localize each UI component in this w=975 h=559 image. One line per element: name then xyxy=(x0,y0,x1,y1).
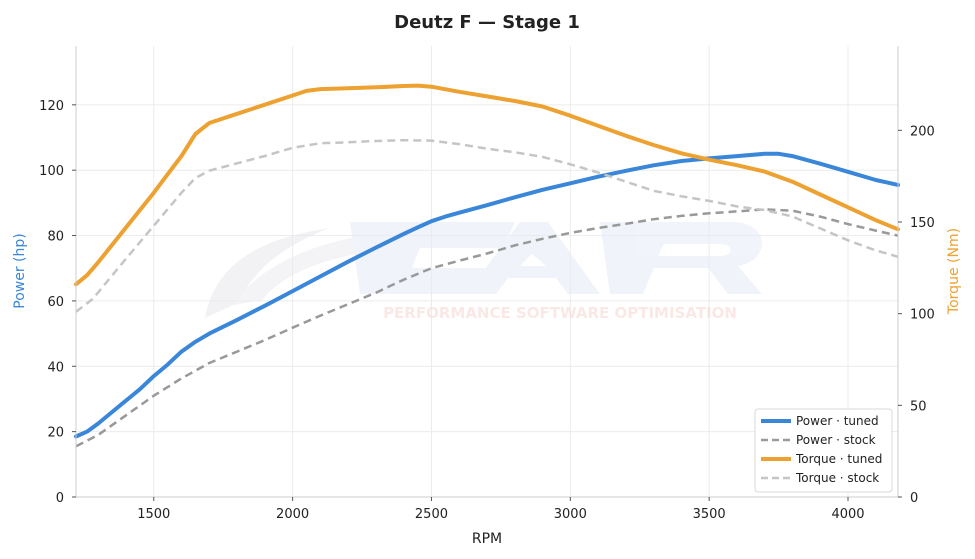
legend-box xyxy=(754,408,893,493)
legend-label: Power · stock xyxy=(796,433,876,447)
series-line-power-tuned xyxy=(74,151,900,439)
y-axis-title-right: Torque (Nm) xyxy=(946,228,962,315)
y-tick-label-left: 60 xyxy=(47,295,64,310)
y-tick-label-right: 0 xyxy=(910,491,918,506)
y-tick-label-left: 80 xyxy=(47,230,64,245)
chart-title: Deutz F — Stage 1 xyxy=(394,12,580,33)
y-tick-label-right: 100 xyxy=(910,308,935,323)
y-tick-label-left: 0 xyxy=(56,491,64,506)
legend: Power · tuned Power · stock Torque · tuned… xyxy=(754,408,893,493)
y-tick-label-left: 20 xyxy=(47,426,64,441)
y-tick-label-right: 200 xyxy=(910,124,935,139)
y-axis-title-left: Power (hp) xyxy=(12,233,28,308)
series-line-torque-stock xyxy=(75,138,899,313)
x-tick-label: 4000 xyxy=(831,507,864,522)
axes-frame xyxy=(75,46,899,498)
x-tick-label: 3500 xyxy=(693,507,726,522)
x-tick-label: 1500 xyxy=(137,507,170,522)
y-tick-label-right: 150 xyxy=(910,216,935,231)
series-line-torque-tuned xyxy=(74,83,900,287)
watermark-logo: PERFORMANCE SOFTWARE OPTIMISATION xyxy=(205,222,763,322)
x-tick-label: 2000 xyxy=(276,507,309,522)
watermark-text: PERFORMANCE SOFTWARE OPTIMISATION xyxy=(383,304,737,322)
x-axis-title: RPM xyxy=(472,531,502,547)
series-layer xyxy=(74,83,900,448)
tick-labels: 1500 2000 2500 3000 3500 4000 0 20 40 60 80 100 120 0… xyxy=(39,99,935,522)
y-tick-label-left: 120 xyxy=(39,99,64,114)
y-tick-label-right: 50 xyxy=(910,399,927,414)
x-tick-label: 3000 xyxy=(554,507,587,522)
legend-label: Torque · tuned xyxy=(795,452,882,466)
legend-label: Power · tuned xyxy=(796,414,879,428)
legend-items: Power · tuned Power · stock Torque · tuned… xyxy=(761,414,882,485)
y-tick-label-left: 40 xyxy=(47,360,64,375)
y-tick-label-left: 100 xyxy=(39,164,64,179)
x-tick-label: 2500 xyxy=(415,507,448,522)
legend-label: Torque · stock xyxy=(795,471,879,485)
series-line-power-stock xyxy=(75,208,899,448)
